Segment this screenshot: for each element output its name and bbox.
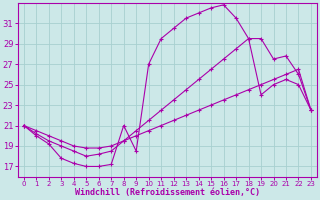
X-axis label: Windchill (Refroidissement éolien,°C): Windchill (Refroidissement éolien,°C) [75,188,260,197]
